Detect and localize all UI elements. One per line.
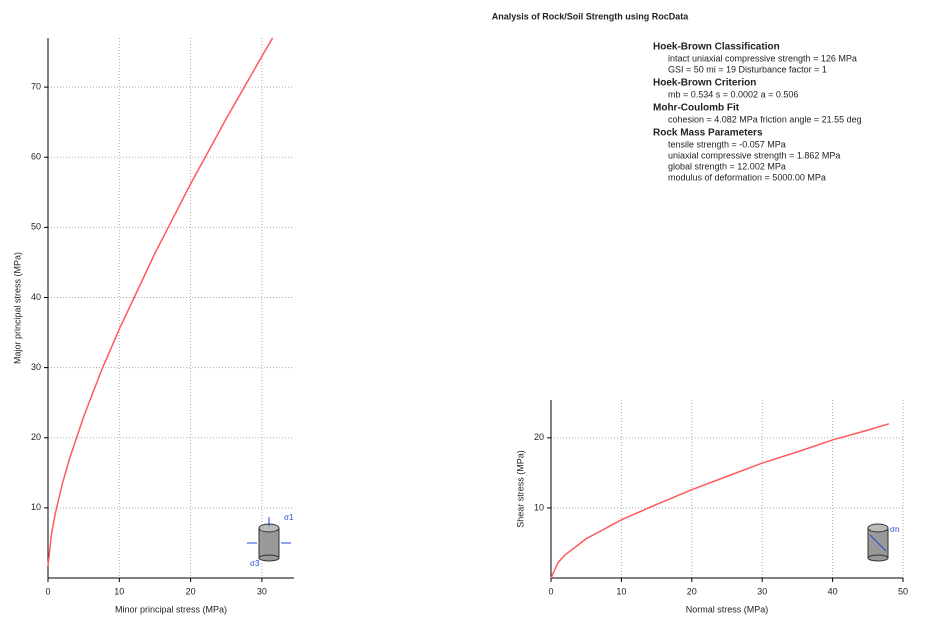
info-line: tensile strength = -0.057 MPa bbox=[668, 139, 786, 149]
info-line: modulus of deformation = 5000.00 MPa bbox=[668, 172, 826, 182]
curve bbox=[47, 37, 274, 567]
x-tick-label: 0 bbox=[45, 586, 50, 596]
x-axis-label: Minor principal stress (MPa) bbox=[115, 604, 227, 614]
y-tick-label: 10 bbox=[534, 502, 544, 512]
y-tick-label: 30 bbox=[31, 362, 41, 372]
icon-label: σn bbox=[890, 525, 899, 534]
x-tick-label: 50 bbox=[898, 586, 908, 596]
y-axis-label: Major principal stress (MPa) bbox=[12, 252, 22, 364]
info-heading: Mohr-Coulomb Fit bbox=[653, 103, 740, 114]
page-title: Analysis of Rock/Soil Strength using Roc… bbox=[492, 11, 690, 21]
x-tick-label: 10 bbox=[114, 586, 124, 596]
icon-label: σ1 bbox=[284, 513, 294, 522]
y-axis-label: Shear stress (MPa) bbox=[515, 450, 525, 528]
info-line: mb = 0.534 s = 0.0002 a = 0.506 bbox=[668, 89, 798, 99]
y-tick-label: 50 bbox=[31, 222, 41, 232]
x-tick-label: 30 bbox=[757, 586, 767, 596]
info-heading: Hoek-Brown Criterion bbox=[653, 78, 756, 89]
info-line: GSI = 50 mi = 19 Disturbance factor = 1 bbox=[668, 64, 827, 74]
info-heading: Hoek-Brown Classification bbox=[653, 42, 780, 53]
y-tick-label: 10 bbox=[31, 502, 41, 512]
x-tick-label: 0 bbox=[548, 586, 553, 596]
info-line: intact uniaxial compressive strength = 1… bbox=[668, 53, 857, 63]
y-tick-label: 60 bbox=[31, 152, 41, 162]
icon-label: σ3 bbox=[250, 559, 260, 568]
info-line: global strength = 12.002 MPa bbox=[668, 161, 786, 171]
y-tick-label: 20 bbox=[534, 432, 544, 442]
triaxial-icon bbox=[247, 517, 291, 562]
x-tick-label: 10 bbox=[616, 586, 626, 596]
y-tick-label: 70 bbox=[31, 81, 41, 91]
shear-icon bbox=[867, 523, 889, 562]
y-tick-label: 40 bbox=[31, 292, 41, 302]
curve bbox=[550, 423, 890, 579]
x-tick-label: 40 bbox=[828, 586, 838, 596]
x-axis-label: Normal stress (MPa) bbox=[686, 604, 769, 614]
info-line: cohesion = 4.082 MPa friction angle = 21… bbox=[668, 114, 862, 124]
x-tick-label: 20 bbox=[186, 586, 196, 596]
info-line: uniaxial compressive strength = 1.862 MP… bbox=[668, 150, 840, 160]
y-tick-label: 20 bbox=[31, 432, 41, 442]
x-tick-label: 20 bbox=[687, 586, 697, 596]
x-tick-label: 30 bbox=[257, 586, 267, 596]
info-heading: Rock Mass Parameters bbox=[653, 128, 763, 139]
